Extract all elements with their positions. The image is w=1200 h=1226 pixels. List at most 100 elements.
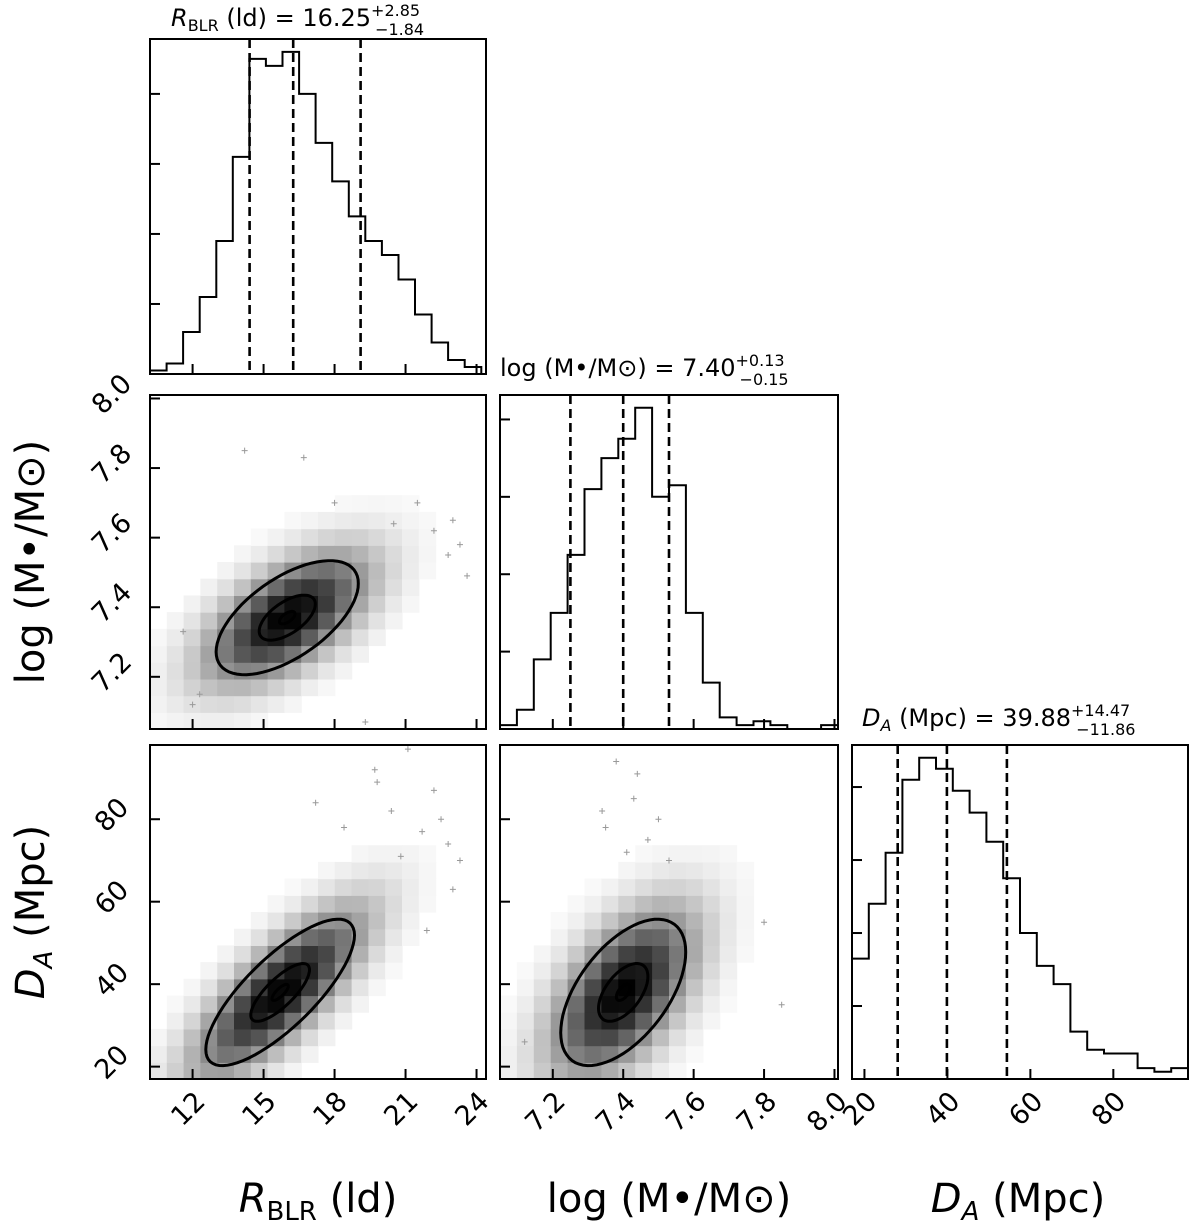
density-cell — [385, 912, 403, 930]
density-cell — [635, 945, 653, 963]
density-cell — [702, 928, 721, 946]
density-cell — [150, 695, 168, 713]
density-cell — [334, 662, 353, 680]
density-cell — [301, 511, 319, 530]
density-cell — [669, 1012, 687, 1030]
density-cell — [284, 1062, 302, 1079]
density-cell — [301, 1012, 319, 1030]
density-cell — [334, 995, 353, 1013]
density-cell — [318, 978, 336, 997]
density-cell — [351, 861, 369, 880]
density-cell — [334, 495, 353, 513]
density-cell — [318, 928, 336, 946]
density-cell — [301, 645, 319, 663]
ytick-label-log_m: 8.0 — [86, 368, 138, 420]
density-cell — [217, 712, 235, 729]
density-cell — [301, 1028, 319, 1047]
density-cell — [385, 511, 403, 530]
density-cell — [166, 1062, 185, 1079]
panel-frame-2-0 — [149, 744, 487, 1080]
density-cell — [601, 962, 619, 980]
density-cell — [250, 1028, 269, 1047]
density-cell — [601, 895, 619, 913]
density-cell — [402, 895, 420, 913]
density-cell — [635, 1045, 653, 1063]
density-cell — [166, 995, 185, 1013]
density-cell — [402, 562, 420, 580]
xlabel-log-mass: log (M•/M⊙) — [547, 1176, 792, 1222]
density-cell — [351, 645, 369, 663]
density-cell — [402, 495, 420, 513]
title-r-blr: RBLR (ld) = 16.25+2.85 −1.84 — [171, 1, 424, 39]
density-cell — [301, 662, 319, 680]
density-cell — [385, 861, 403, 880]
density-cell — [702, 945, 721, 963]
density-cell — [685, 912, 704, 930]
density-cell — [385, 928, 403, 946]
density-cell — [234, 928, 252, 946]
density-cell — [150, 678, 168, 697]
density-cell — [402, 545, 420, 563]
density-cell — [652, 845, 670, 863]
density-cell — [550, 928, 569, 946]
density-cell — [166, 678, 185, 697]
sample-point — [666, 857, 672, 864]
density-cell — [351, 995, 369, 1013]
ytick-label-log_m: 7.8 — [86, 438, 138, 490]
density-cell — [351, 628, 369, 647]
density-cell — [351, 495, 369, 513]
contour-2sigma — [249, 961, 312, 1023]
density-cell — [719, 895, 738, 913]
panel-frame-1-0 — [149, 394, 487, 730]
density-cell — [183, 978, 201, 997]
density-cell — [200, 645, 218, 663]
xtick-label-r_blr: 18 — [307, 1086, 353, 1132]
density-cell — [234, 678, 252, 697]
xtick-label-d_a: 40 — [920, 1086, 966, 1132]
sample-point — [241, 447, 248, 454]
xtick-label-d_a: 20 — [837, 1086, 883, 1132]
density-cell — [635, 878, 653, 896]
density-cell — [516, 995, 535, 1013]
sample-point — [630, 795, 637, 802]
density-cell — [334, 978, 353, 997]
density-cell — [234, 545, 252, 563]
density-cell — [500, 1012, 518, 1030]
contour-3sigma — [278, 609, 297, 626]
contour-1sigma — [204, 917, 357, 1068]
density-cell — [200, 628, 218, 647]
density-cell — [334, 511, 353, 530]
density-cell — [234, 578, 252, 596]
density-cell — [318, 1012, 336, 1030]
density-cell — [284, 878, 302, 896]
density-cell — [217, 562, 235, 580]
density-cell — [267, 912, 285, 930]
density-cell — [284, 1045, 302, 1063]
density-cell — [284, 578, 302, 596]
density-cell — [618, 861, 636, 880]
density-cell — [652, 895, 670, 913]
density-cell — [301, 628, 319, 647]
density-cell — [368, 511, 386, 530]
density-cell — [284, 895, 302, 913]
density-cell — [652, 945, 670, 963]
density-cell — [702, 878, 721, 896]
density-cell — [550, 962, 569, 980]
sample-point — [196, 691, 203, 698]
density-cell — [652, 1062, 670, 1079]
density-cell — [183, 628, 201, 647]
density-cell — [601, 945, 619, 963]
density-cell — [533, 1045, 552, 1063]
xtick-label-d_a: 80 — [1086, 1086, 1132, 1132]
density-cell — [685, 945, 704, 963]
density-cell — [166, 645, 185, 663]
density-cell — [267, 695, 285, 713]
density-cell — [685, 1028, 704, 1047]
density-cell — [250, 595, 269, 613]
density-cell — [669, 1062, 687, 1079]
density-cell — [685, 861, 704, 880]
ytick-label-d_a: 80 — [89, 792, 135, 838]
sample-point — [599, 807, 606, 814]
density-cell — [618, 1028, 636, 1047]
density-cell — [284, 695, 302, 713]
